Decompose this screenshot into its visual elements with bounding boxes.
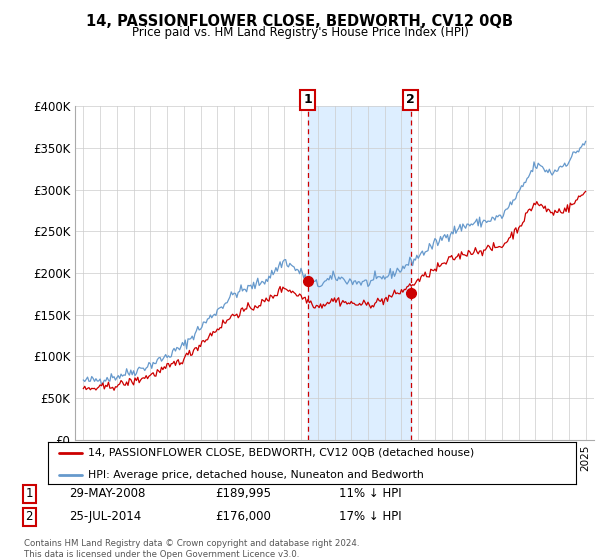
Text: £176,000: £176,000 <box>215 510 271 523</box>
Text: 2: 2 <box>406 94 415 106</box>
Text: Price paid vs. HM Land Registry's House Price Index (HPI): Price paid vs. HM Land Registry's House … <box>131 26 469 39</box>
Text: 14, PASSIONFLOWER CLOSE, BEDWORTH, CV12 0QB (detached house): 14, PASSIONFLOWER CLOSE, BEDWORTH, CV12 … <box>88 448 474 458</box>
Text: 25-JUL-2014: 25-JUL-2014 <box>69 510 141 523</box>
Text: 2: 2 <box>26 510 33 523</box>
Bar <box>308 106 411 440</box>
Text: 14, PASSIONFLOWER CLOSE, BEDWORTH, CV12 0QB: 14, PASSIONFLOWER CLOSE, BEDWORTH, CV12 … <box>86 14 514 29</box>
Text: 11% ↓ HPI: 11% ↓ HPI <box>340 487 402 501</box>
Text: 1: 1 <box>26 487 33 501</box>
Text: 1: 1 <box>304 94 312 106</box>
Text: 29-MAY-2008: 29-MAY-2008 <box>69 487 145 501</box>
Text: 17% ↓ HPI: 17% ↓ HPI <box>340 510 402 523</box>
Text: £189,995: £189,995 <box>215 487 271 501</box>
Text: HPI: Average price, detached house, Nuneaton and Bedworth: HPI: Average price, detached house, Nune… <box>88 470 424 480</box>
Text: Contains HM Land Registry data © Crown copyright and database right 2024.
This d: Contains HM Land Registry data © Crown c… <box>24 539 359 559</box>
